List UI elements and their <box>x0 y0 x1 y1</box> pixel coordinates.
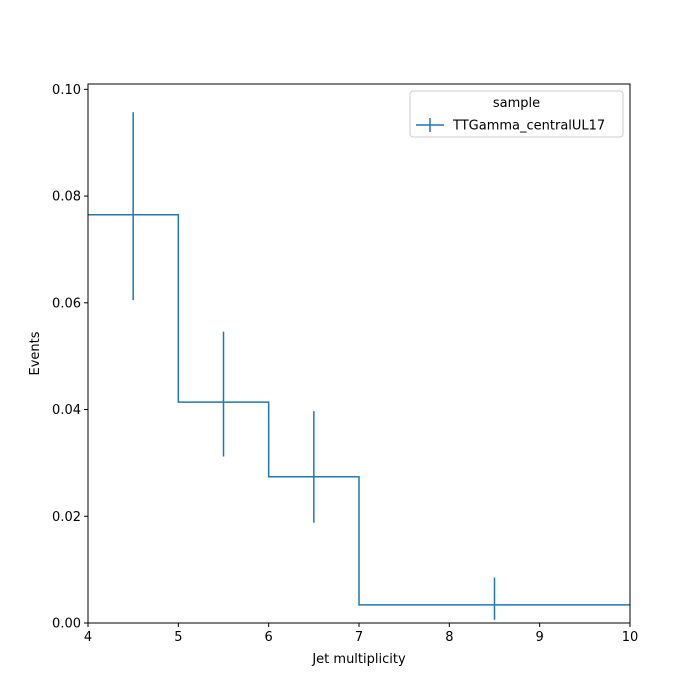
legend-title: sample <box>493 96 540 111</box>
x-tick-label: 7 <box>355 630 363 645</box>
x-tick-label: 6 <box>265 630 273 645</box>
series <box>88 112 630 620</box>
x-axis-label: Jet multiplicity <box>311 652 406 667</box>
y-tick-label: 0.02 <box>52 510 81 525</box>
plot-frame <box>87 83 631 624</box>
legend: sample TTGamma_centralUL17 <box>409 90 624 138</box>
legend-box <box>409 90 624 138</box>
y-tick-label: 0.04 <box>52 403 81 418</box>
x-tick-label: 4 <box>84 630 92 645</box>
y-tick-label: 0.00 <box>52 617 81 632</box>
legend-entries: TTGamma_centralUL17 <box>416 118 605 134</box>
y-tick-label: 0.10 <box>52 83 81 98</box>
legend-entry-label: TTGamma_centralUL17 <box>452 119 605 134</box>
x-tick-label: 8 <box>445 630 453 645</box>
series-layer <box>88 112 630 620</box>
x-axis: 4 5 6 7 8 9 10 <box>84 623 638 645</box>
x-tick-label: 5 <box>174 630 182 645</box>
x-tick-label: 10 <box>622 630 639 645</box>
y-axis: 0.00 0.02 0.04 0.06 0.08 0.10 <box>52 83 88 632</box>
y-tick-label: 0.08 <box>52 190 81 205</box>
x-tick-label: 9 <box>536 630 544 645</box>
step-line <box>88 213 630 606</box>
y-tick-label: 0.06 <box>52 296 81 311</box>
y-axis-label: Events <box>28 331 43 375</box>
